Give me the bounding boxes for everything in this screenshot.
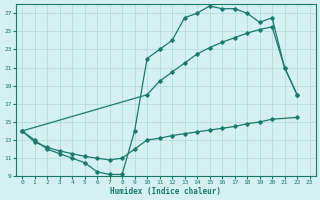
X-axis label: Humidex (Indice chaleur): Humidex (Indice chaleur) [110,187,221,196]
